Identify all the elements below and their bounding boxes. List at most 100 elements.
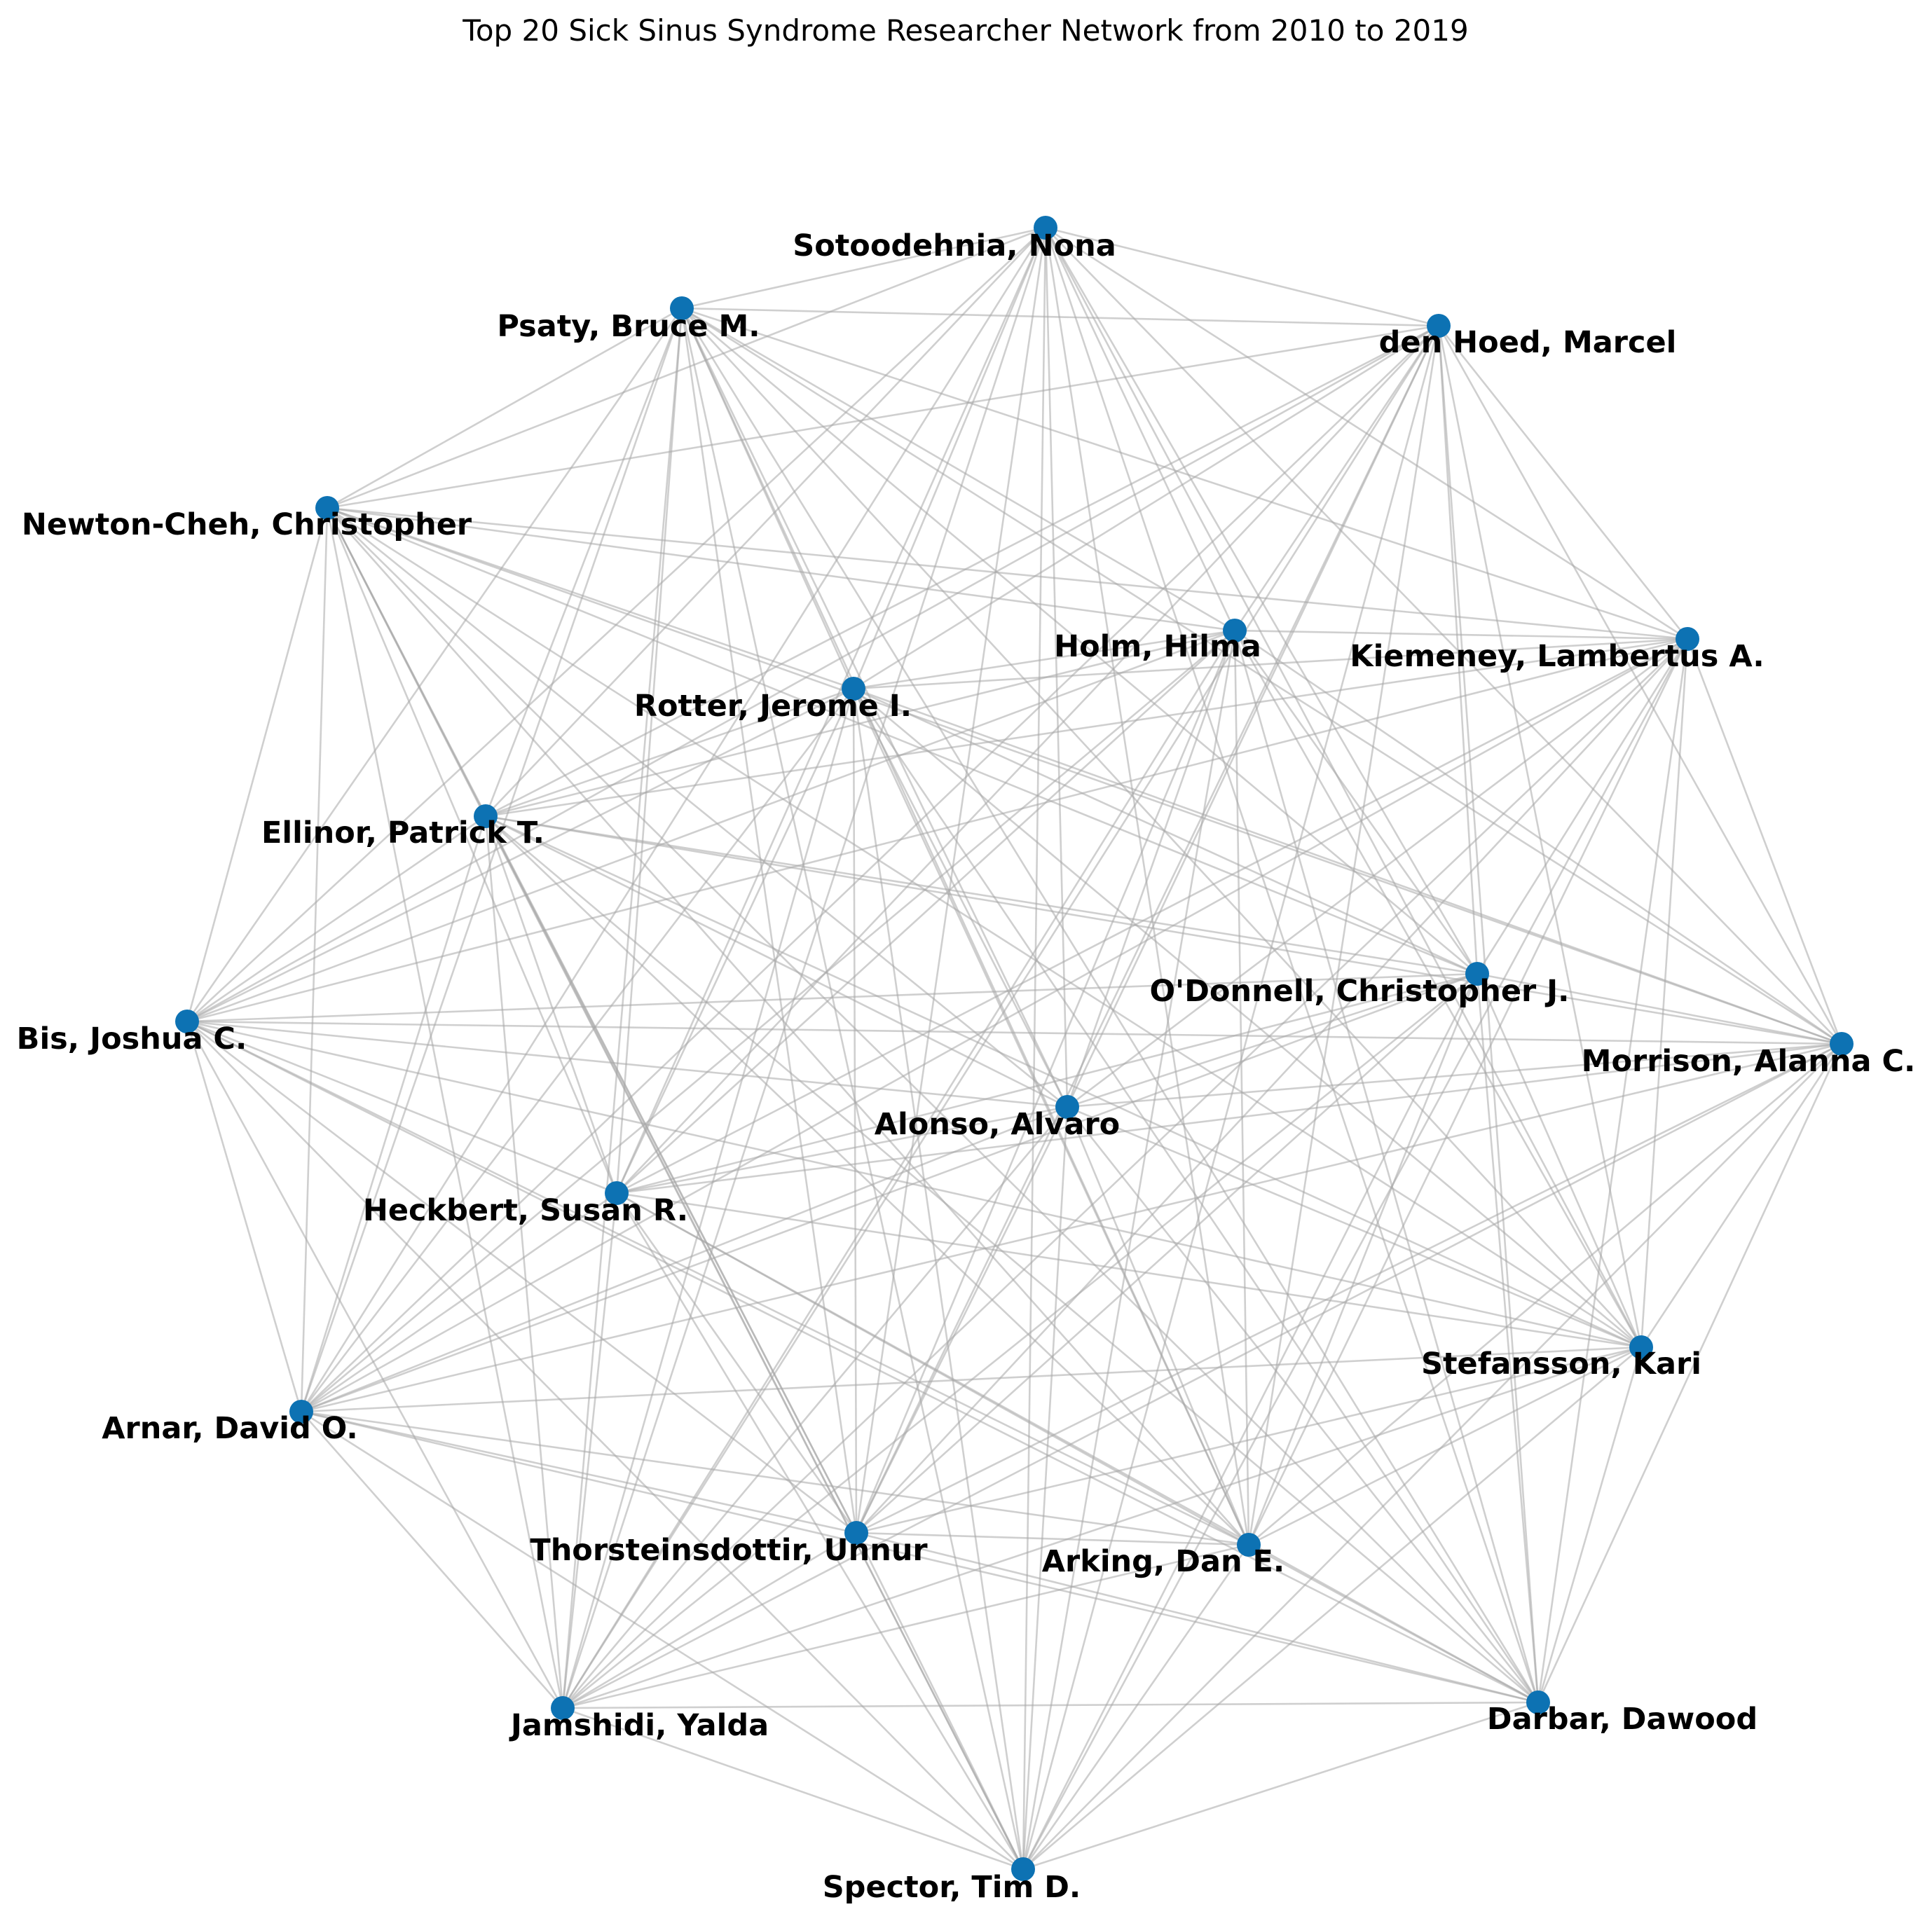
edge-alonso-darbar <box>1066 1106 1540 1703</box>
node-label-stefansson: Stefansson, Kari <box>1421 1347 1701 1382</box>
node-rotter <box>842 677 865 701</box>
edge-heckbert-thorsteinsdottir <box>615 1192 858 1534</box>
edge-ellinor-darbar <box>485 815 1539 1703</box>
edge-psaty-stefansson <box>681 308 1642 1348</box>
edge-rotter-ellinor <box>485 687 854 818</box>
edge-psaty-arnar <box>300 308 683 1412</box>
edge-newtoncheh-kiemeney <box>327 507 1688 640</box>
edge-morrison-alonso <box>1067 1042 1842 1108</box>
edge-alonso-heckbert <box>616 1106 1068 1194</box>
edge-sotoodehnia-jamshidi <box>561 227 1047 1709</box>
edge-bis-alonso <box>186 1020 1068 1108</box>
edge-heckbert-jamshidi <box>561 1192 618 1709</box>
edge-kiemeney-alonso <box>1067 638 1688 1108</box>
node-label-holm: Holm, Hilma <box>1054 629 1261 664</box>
edge-alonso-thorsteinsdottir <box>855 1106 1069 1534</box>
edge-odonnell-stefansson <box>1476 973 1643 1348</box>
edge-arking-darbar <box>1248 1543 1539 1704</box>
edge-ellinor-stefansson <box>485 815 1642 1349</box>
edge-odonnell-morrison <box>1477 972 1842 1045</box>
edge-sotoodehnia-alonso <box>1044 227 1069 1108</box>
node-label-rotter: Rotter, Jerome I. <box>634 689 912 724</box>
edge-kiemeney-odonnell <box>1476 638 1689 975</box>
edge-ellinor-morrison <box>485 815 1842 1045</box>
edge-holm-bis <box>186 629 1235 1023</box>
node-stefansson <box>1629 1335 1653 1359</box>
node-label-sotoodehnia: Sotoodehnia, Nona <box>793 228 1116 263</box>
edge-holm-spector <box>1022 630 1236 1870</box>
edge-arnar-thorsteinsdottir <box>301 1410 857 1534</box>
edge-sotoodehnia-arking <box>1044 227 1250 1545</box>
edge-rotter-jamshidi <box>561 688 855 1709</box>
node-darbar <box>1526 1691 1550 1714</box>
node-thorsteinsdottir <box>844 1521 868 1545</box>
node-label-morrison: Morrison, Alanna C. <box>1582 1044 1916 1079</box>
edge-psaty-bis <box>186 308 683 1022</box>
edge-ellinor-spector <box>484 815 1025 1870</box>
edge-ellinor-alonso <box>485 815 1068 1108</box>
edge-rotter-odonnell <box>853 687 1478 975</box>
node-arking <box>1237 1533 1261 1557</box>
node-label-arnar: Arnar, David O. <box>102 1411 357 1446</box>
edge-alonso-arnar <box>301 1106 1068 1413</box>
edge-denhoed-spector <box>1022 325 1440 1870</box>
node-spector <box>1011 1857 1035 1881</box>
edge-sotoodehnia-heckbert <box>615 227 1047 1194</box>
node-label-arking: Arking, Dan E. <box>1042 1544 1285 1579</box>
edge-holm-ellinor <box>485 629 1235 818</box>
edge-rotter-stefansson <box>853 688 1642 1348</box>
edge-morrison-thorsteinsdottir <box>856 1042 1842 1534</box>
edge-stefansson-jamshidi <box>562 1346 1642 1709</box>
node-newtoncheh <box>315 496 339 520</box>
edge-ellinor-arnar <box>300 815 487 1412</box>
edge-newtoncheh-odonnell <box>327 507 1478 975</box>
edge-denhoed-stefansson <box>1437 325 1643 1348</box>
edge-sotoodehnia-holm <box>1044 227 1236 631</box>
edge-newtoncheh-morrison <box>327 507 1842 1045</box>
edge-psaty-alonso <box>680 308 1069 1108</box>
node-label-psaty: Psaty, Bruce M. <box>497 309 760 344</box>
edge-heckbert-stefansson <box>616 1192 1642 1349</box>
edge-heckbert-arnar <box>301 1192 617 1413</box>
edge-bis-darbar <box>186 1020 1539 1704</box>
node-label-bis: Bis, Joshua C. <box>17 1021 247 1056</box>
edge-sotoodehnia-stefansson <box>1044 227 1643 1348</box>
edge-stefansson-thorsteinsdottir <box>856 1346 1642 1534</box>
node-label-newtoncheh: Newton-Cheh, Christopher <box>22 507 472 542</box>
node-morrison <box>1830 1032 1854 1056</box>
edge-arnar-arking <box>301 1410 1249 1546</box>
edge-alonso-arking <box>1066 1106 1250 1545</box>
edge-kiemeney-heckbert <box>616 638 1688 1194</box>
edge-alonso-stefansson <box>1067 1106 1642 1349</box>
node-label-thorsteinsdottir: Thorsteinsdottir, Unnur <box>530 1533 928 1568</box>
edge-newtoncheh-darbar <box>327 507 1539 1703</box>
edge-denhoed-bis <box>186 324 1439 1023</box>
edge-newtoncheh-alonso <box>327 507 1068 1108</box>
edge-psaty-holm <box>681 307 1235 632</box>
edge-alonso-jamshidi <box>562 1106 1068 1709</box>
node-sotoodehnia <box>1034 216 1057 240</box>
edge-holm-arnar <box>301 630 1235 1412</box>
edge-kiemeney-stefansson <box>1640 638 1689 1348</box>
node-label-alonso: Alonso, Alvaro <box>875 1107 1120 1142</box>
edge-jamshidi-spector <box>562 1707 1024 1871</box>
edge-psaty-newtoncheh <box>327 307 683 509</box>
edge-bis-spector <box>186 1021 1024 1870</box>
edge-kiemeney-thorsteinsdottir <box>856 638 1688 1534</box>
edge-denhoed-ellinor <box>485 324 1439 818</box>
node-ellinor <box>474 804 498 828</box>
edge-bis-morrison <box>186 1020 1842 1045</box>
edge-jamshidi-darbar <box>562 1701 1539 1709</box>
edge-newtoncheh-bis <box>186 507 329 1022</box>
edge-odonnell-spector <box>1022 973 1479 1870</box>
node-label-odonnell: O'Donnell, Christopher J. <box>1150 974 1570 1009</box>
edge-morrison-jamshidi <box>562 1042 1842 1709</box>
edge-ellinor-arking <box>485 815 1249 1545</box>
edge-thorsteinsdottir-arking <box>856 1531 1249 1546</box>
edge-sotoodehnia-darbar <box>1044 227 1540 1703</box>
node-label-ellinor: Ellinor, Patrick T. <box>261 815 544 851</box>
edge-odonnell-bis <box>186 972 1478 1023</box>
edge-odonnell-alonso <box>1067 972 1478 1108</box>
edge-denhoed-newtoncheh <box>327 324 1439 509</box>
